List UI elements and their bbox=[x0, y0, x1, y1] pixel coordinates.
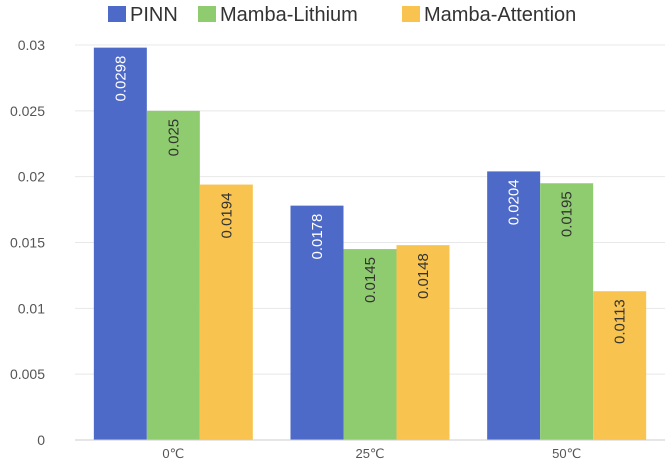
bar-0-1 bbox=[290, 205, 344, 440]
legend-label-0: PINN bbox=[130, 4, 178, 26]
y-tick-label-3: 0.015 bbox=[10, 235, 45, 251]
legend-swatch-0 bbox=[108, 6, 126, 22]
x-category-label-0: 0℃ bbox=[162, 446, 184, 461]
bar-2-2 bbox=[593, 291, 647, 440]
data-label-2-0: 0.0194 bbox=[218, 193, 235, 239]
bar-1-1 bbox=[343, 249, 397, 440]
data-label-1-2: 0.0195 bbox=[559, 191, 576, 237]
x-category-label-2: 50℃ bbox=[552, 446, 581, 461]
bar-2-0 bbox=[199, 184, 253, 440]
x-category-label-1: 25℃ bbox=[355, 446, 384, 461]
bars: 0.0298 0.025 0.0194 0.0178 0.0145 0.0148 0.020… bbox=[93, 47, 647, 441]
y-tick-label-1: 0.005 bbox=[10, 366, 45, 382]
data-label-2-1: 0.0148 bbox=[415, 253, 432, 299]
x-axis: 0℃ 25℃ 50℃ bbox=[75, 439, 665, 461]
data-label-0-2: 0.0204 bbox=[506, 179, 523, 225]
data-label-2-2: 0.0113 bbox=[612, 299, 629, 344]
bar-1-0 bbox=[146, 110, 200, 440]
y-tick-label-4: 0.02 bbox=[18, 169, 45, 185]
legend-label-2: Mamba-Attention bbox=[424, 4, 576, 26]
bar-2-1 bbox=[396, 245, 450, 440]
y-axis: 0 0.005 0.01 0.015 0.02 0.025 0.03 bbox=[10, 37, 45, 448]
legend-swatch-2 bbox=[402, 6, 420, 22]
bar-0-0 bbox=[93, 47, 147, 441]
data-label-0-1: 0.0178 bbox=[309, 214, 326, 260]
y-tick-label-2: 0.01 bbox=[18, 300, 45, 316]
y-tick-label-5: 0.025 bbox=[10, 103, 45, 119]
bar-1-2 bbox=[540, 183, 594, 440]
data-label-1-1: 0.0145 bbox=[362, 257, 379, 303]
legend-swatch-1 bbox=[198, 6, 216, 22]
legend: PINN Mamba-Lithium Mamba-Attention bbox=[108, 4, 576, 26]
data-label-0-0: 0.0298 bbox=[112, 56, 129, 102]
y-tick-label-0: 0 bbox=[37, 432, 45, 448]
data-label-1-0: 0.025 bbox=[165, 119, 182, 157]
y-tick-label-6: 0.03 bbox=[18, 37, 45, 53]
bar-0-2 bbox=[487, 171, 541, 440]
legend-label-1: Mamba-Lithium bbox=[220, 4, 358, 26]
